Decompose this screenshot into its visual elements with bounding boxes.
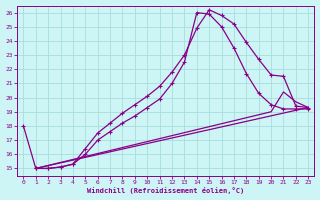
- X-axis label: Windchill (Refroidissement éolien,°C): Windchill (Refroidissement éolien,°C): [87, 187, 244, 194]
